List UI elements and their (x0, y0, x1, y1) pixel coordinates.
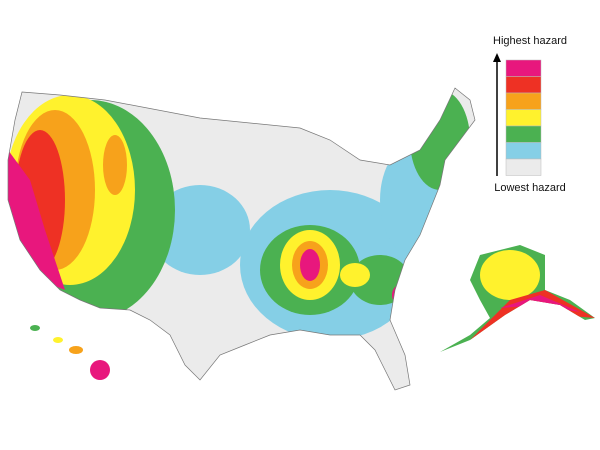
legend-swatch (505, 92, 542, 110)
us-outline (7, 87, 476, 391)
legend-swatch (505, 59, 542, 77)
legend-boxes (505, 59, 542, 176)
legend-arrowhead (493, 53, 501, 62)
legend-swatch (505, 142, 542, 160)
legend: Highest hazard Lowest hazard (493, 35, 567, 194)
hawaii (30, 325, 110, 380)
legend-swatch (505, 125, 542, 143)
alaska (440, 245, 595, 352)
legend-swatch (505, 109, 542, 127)
legend-top-label: Highest hazard (493, 35, 567, 47)
legend-bottom-label: Lowest hazard (494, 182, 566, 194)
legend-swatch (505, 158, 542, 176)
legend-swatch (505, 76, 542, 94)
